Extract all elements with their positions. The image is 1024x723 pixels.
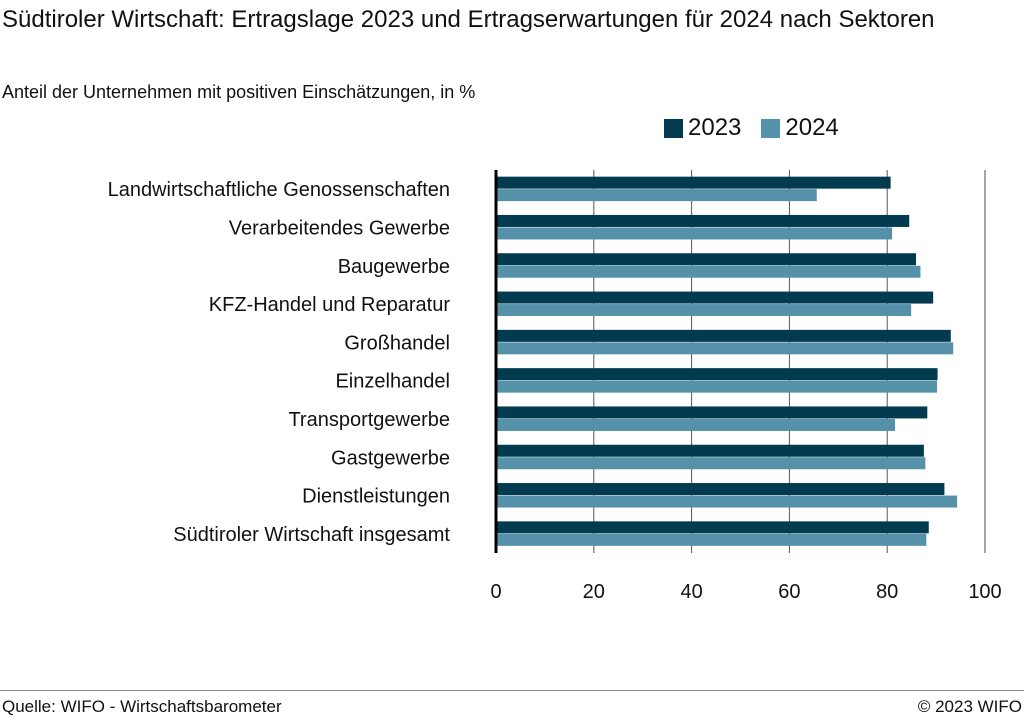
bar-2023	[496, 444, 924, 457]
bar-2023	[496, 291, 934, 304]
bar-2024	[496, 189, 817, 202]
bar-2024	[496, 227, 893, 240]
category-label: KFZ-Handel und Reparatur	[209, 294, 451, 316]
x-tick-label: 60	[778, 581, 800, 603]
source-note: Quelle: WIFO - Wirtschaftsbarometer	[2, 697, 282, 716]
chart-subtitle: Anteil der Unternehmen mit positiven Ein…	[2, 82, 476, 102]
bar-2024	[496, 418, 896, 431]
legend: 2023 2024	[664, 114, 859, 142]
x-tick-label: 0	[490, 581, 501, 603]
legend-label-2024: 2024	[785, 114, 839, 141]
x-tick-label: 20	[583, 581, 605, 603]
bar-2023	[496, 406, 928, 419]
bar-2024	[496, 495, 958, 508]
x-tick-label: 40	[680, 581, 702, 603]
category-label: Südtiroler Wirtschaft insgesamt	[173, 524, 450, 546]
legend-label-2023: 2023	[688, 114, 742, 141]
bar-2023	[496, 253, 917, 266]
bar-2023	[496, 521, 929, 534]
category-label: Großhandel	[344, 332, 450, 354]
category-label: Transportgewerbe	[288, 409, 450, 431]
bar-2023	[496, 176, 891, 189]
category-label: Baugewerbe	[338, 256, 450, 278]
x-tick-label: 100	[968, 581, 1001, 603]
legend-item-2024: 2024	[761, 114, 839, 142]
category-label: Einzelhandel	[335, 371, 450, 393]
category-label: Gastgewerbe	[331, 447, 450, 469]
copyright-note: © 2023 WIFO	[917, 697, 1022, 716]
bar-2023	[496, 483, 945, 496]
legend-swatch-2024	[761, 118, 781, 138]
legend-swatch-2023	[664, 118, 683, 138]
bar-2023	[496, 368, 938, 381]
bar-2024	[496, 380, 938, 393]
bar-2024	[496, 265, 921, 278]
bar-2024	[496, 342, 954, 355]
legend-item-2023: 2023	[664, 114, 741, 142]
bar-2023	[496, 214, 910, 227]
bar-2024	[496, 304, 912, 317]
bar-2024	[496, 457, 926, 470]
x-tick-label: 80	[876, 581, 898, 603]
category-label: Landwirtschaftliche Genossenschaften	[108, 179, 450, 201]
bar-2023	[496, 329, 951, 342]
bar-2024	[496, 533, 927, 546]
category-label: Verarbeitendes Gewerbe	[229, 217, 450, 239]
category-label: Dienstleistungen	[302, 486, 450, 508]
chart-title: Südtiroler Wirtschaft: Ertragslage 2023 …	[2, 6, 935, 33]
footer-divider	[0, 690, 1024, 691]
